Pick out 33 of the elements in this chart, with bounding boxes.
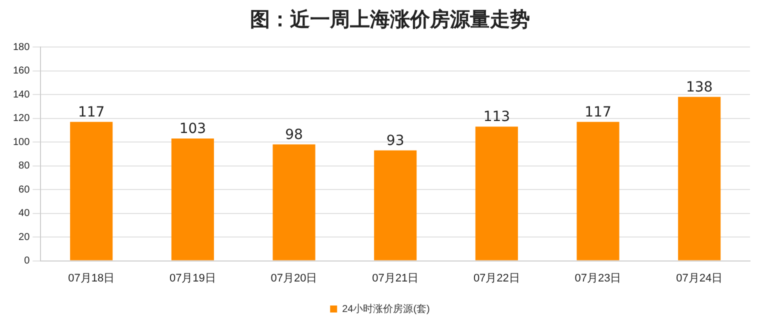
x-tick-label: 07月18日 xyxy=(68,272,115,284)
y-tick-label: 120 xyxy=(12,113,30,124)
y-tick-label: 20 xyxy=(18,232,30,243)
data-label: 138 xyxy=(686,80,713,96)
bar xyxy=(576,122,620,260)
y-tick-label: 80 xyxy=(18,160,30,172)
data-label: 117 xyxy=(78,104,105,120)
y-tick-label: 180 xyxy=(12,42,30,53)
bar xyxy=(272,144,316,260)
x-tick-label: 07月20日 xyxy=(270,272,318,284)
data-label: 113 xyxy=(483,109,510,126)
bar xyxy=(678,96,721,260)
data-label: 117 xyxy=(584,104,612,120)
y-tick-label: 140 xyxy=(12,89,30,100)
x-tick-label: 07月23日 xyxy=(574,272,622,284)
y-tick-label: 40 xyxy=(18,208,30,220)
y-tick-label: 0 xyxy=(24,256,30,267)
y-tick-label: 100 xyxy=(12,136,30,148)
x-tick-label: 07月24日 xyxy=(676,272,723,284)
legend-label: 24小时涨价房源(套) xyxy=(342,302,430,315)
x-tick-label: 07月22日 xyxy=(473,272,520,284)
bar xyxy=(70,122,113,260)
x-tick-label: 07月21日 xyxy=(372,272,419,284)
data-label: 93 xyxy=(386,132,404,149)
bar xyxy=(171,138,214,260)
bar xyxy=(374,150,417,260)
bar xyxy=(475,126,518,260)
x-tick-label: 07月19日 xyxy=(169,272,216,284)
data-label: 103 xyxy=(179,121,206,138)
y-tick-label: 160 xyxy=(12,66,30,77)
y-tick-label: 60 xyxy=(18,184,30,196)
chart-title: 图：近一周上海涨价房源量走势 xyxy=(249,6,531,33)
data-label: 98 xyxy=(285,127,303,144)
